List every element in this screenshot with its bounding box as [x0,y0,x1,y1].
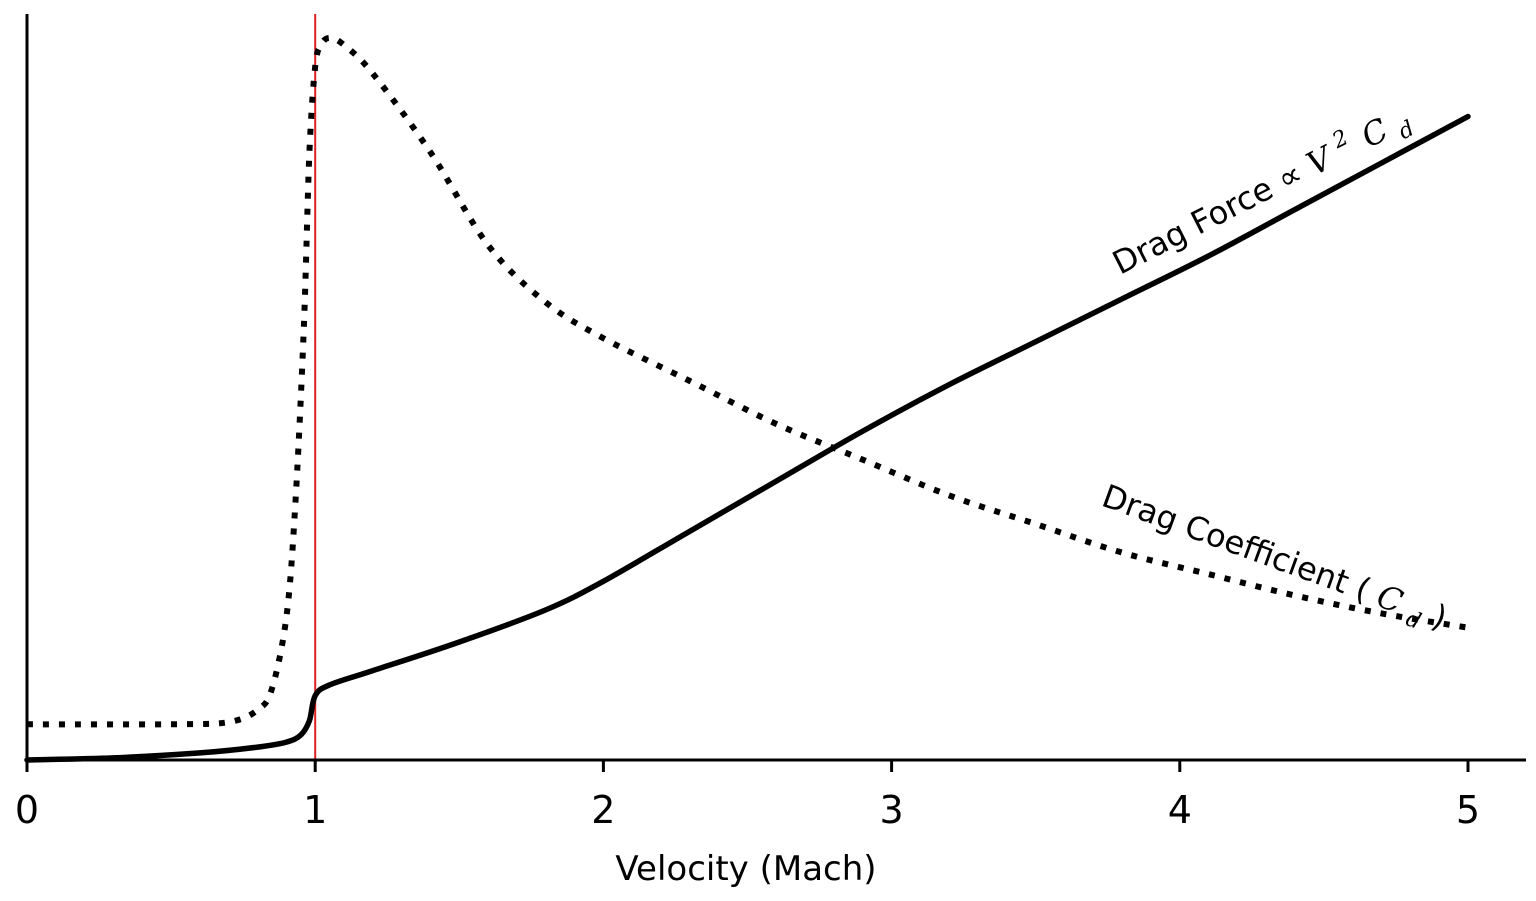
drag-coefficient-label-tail: ) [1427,597,1452,637]
x-tick-label: 3 [880,788,904,832]
x-tick-label: 4 [1168,788,1192,832]
drag-force-label-sub: d [1395,116,1419,145]
drag-coefficient-label-sub: d [1402,606,1424,634]
x-axis-title: Velocity (Mach) [615,849,876,889]
drag-force-label: Drag Force ∝ V 2 C d [1100,87,1418,288]
x-tick-label: 1 [303,788,327,832]
drag-force-line [24,113,1471,763]
x-tick-label: 5 [1456,788,1480,832]
x-tick-label: 2 [591,788,615,832]
drag-coefficient-line [26,34,1469,728]
x-tick-label: 0 [15,788,39,832]
drag-force-label-c: C [1355,110,1394,155]
x-ticks: 0 1 2 3 4 5 [15,760,1480,832]
plot-area [24,14,1471,763]
drag-force-label-sup: 2 [1328,125,1353,154]
drag-coefficient-label-text: Drag Coefficient ( [1097,477,1375,609]
drag-coefficient-label-c: C [1372,577,1408,621]
